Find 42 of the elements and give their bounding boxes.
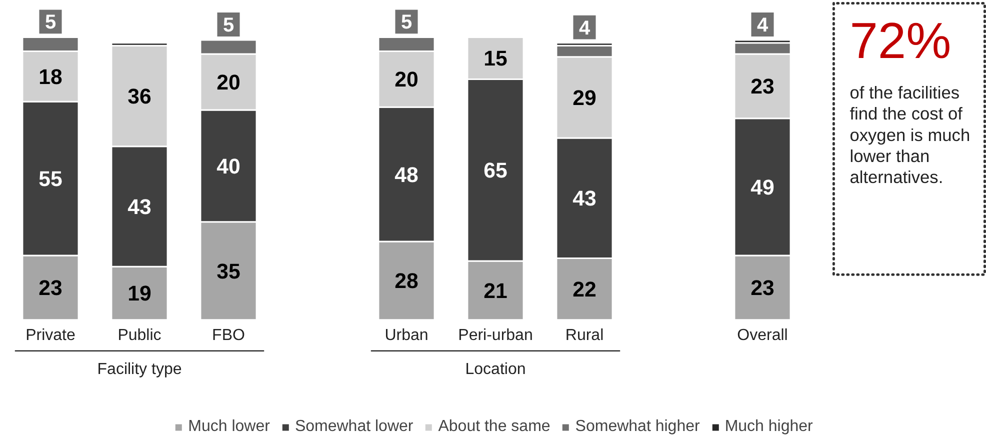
data-label: 20: [216, 70, 240, 94]
legend-label: Much higher: [724, 418, 813, 436]
data-label: 48: [394, 162, 418, 187]
text: Location: [465, 360, 526, 378]
x-tick-label: Public: [118, 326, 162, 344]
data-label: 4: [756, 14, 769, 36]
x-tick-label: Overall: [737, 326, 788, 344]
x-tick-label: Peri-urban: [458, 326, 533, 344]
data-label: 35: [216, 259, 240, 284]
data-label: 20: [394, 68, 418, 92]
legend-label: Somewhat lower: [294, 418, 414, 436]
data-label: 15: [484, 46, 508, 71]
legend-label: Much lower: [188, 418, 270, 436]
x-tick-label: Rural: [565, 326, 604, 344]
data-label: 22: [572, 278, 596, 302]
text: of the facilities find the cost of oxygen is much lower than alternatives.: [850, 82, 970, 188]
data-label: 65: [484, 158, 508, 183]
x-tick-label: Private: [26, 326, 76, 344]
data-label: 43: [128, 195, 152, 220]
data-label: 28: [394, 269, 418, 294]
data-label: 29: [572, 86, 596, 110]
data-label: 21: [484, 278, 508, 303]
x-tick-label: FBO: [212, 326, 245, 344]
data-label: 49: [750, 175, 774, 200]
data-label: 55: [38, 167, 62, 192]
text: 72%: [850, 12, 952, 69]
text: Facility type: [97, 360, 182, 378]
data-label: 36: [128, 84, 152, 108]
data-label: 4: [578, 17, 591, 40]
data-label: 40: [216, 154, 240, 178]
data-label: 23: [750, 74, 774, 99]
data-label: 23: [38, 276, 62, 300]
data-label: 18: [38, 64, 62, 89]
legend-label: About the same: [438, 418, 550, 436]
legend-label: Somewhat higher: [575, 418, 700, 436]
data-label: 5: [222, 14, 234, 36]
data-label: 19: [128, 282, 152, 306]
data-label: 23: [750, 276, 774, 300]
data-label: 43: [572, 186, 596, 211]
data-label: 5: [400, 12, 412, 34]
data-label: 5: [44, 12, 56, 34]
x-tick-label: Urban: [384, 326, 428, 344]
